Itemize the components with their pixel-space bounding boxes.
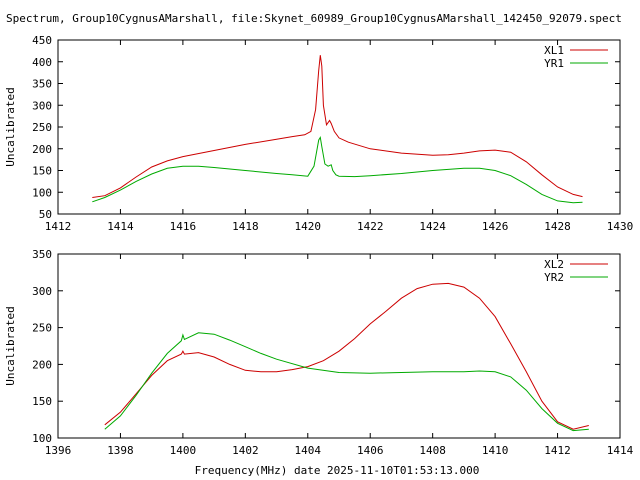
chart-title: Spectrum, Group10CygnusAMarshall, file:S…: [6, 12, 622, 25]
y-tick-label: 200: [32, 358, 52, 371]
x-axis-label: Frequency(MHz) date 2025-11-10T01:53:13.…: [195, 464, 480, 477]
x-tick-label: 1408: [419, 444, 446, 457]
x-tick-label: 1412: [45, 220, 72, 233]
y-tick-label: 350: [32, 78, 52, 91]
y-tick-label: 50: [39, 208, 52, 221]
x-tick-label: 1420: [295, 220, 322, 233]
y-tick-label: 250: [32, 322, 52, 335]
y-tick-label: 150: [32, 165, 52, 178]
x-tick-label: 1424: [419, 220, 446, 233]
x-tick-label: 1416: [170, 220, 197, 233]
y-tick-label: 300: [32, 99, 52, 112]
x-tick-label: 1398: [107, 444, 134, 457]
legend-label-yr1: YR1: [544, 57, 564, 70]
y-tick-label: 400: [32, 56, 52, 69]
y-axis-label: Uncalibrated: [4, 87, 17, 166]
x-tick-label: 1402: [232, 444, 259, 457]
y-tick-label: 100: [32, 432, 52, 445]
plot-frame: [57, 253, 621, 439]
x-tick-label: 1414: [607, 444, 634, 457]
x-tick-label: 1430: [607, 220, 634, 233]
x-tick-label: 1406: [357, 444, 384, 457]
x-tick-label: 1428: [544, 220, 571, 233]
lower-spectrum-plot: 1396 1398 1400 1402 1404 1406 1408 1410 1412 1414…: [4, 248, 634, 457]
x-tick-label: 1422: [357, 220, 384, 233]
x-tick-label: 1426: [482, 220, 509, 233]
x-tick-label: 1400: [170, 444, 197, 457]
x-tick-label: 1404: [295, 444, 322, 457]
y-axis-label: Uncalibrated: [4, 306, 17, 385]
x-tick-label: 1418: [232, 220, 259, 233]
series-line-xl1: [92, 55, 583, 198]
plot-frame: [57, 39, 621, 215]
legend-label-xl2: XL2: [544, 258, 564, 271]
x-tick-label: 1396: [45, 444, 72, 457]
y-tick-label: 150: [32, 395, 52, 408]
x-tick-label: 1412: [544, 444, 571, 457]
y-tick-label: 300: [32, 285, 52, 298]
y-tick-label: 350: [32, 248, 52, 261]
x-tick-label: 1410: [482, 444, 509, 457]
y-tick-label: 100: [32, 186, 52, 199]
series-line-yr2: [104, 332, 589, 432]
legend-label-yr2: YR2: [544, 271, 564, 284]
legend-label-xl1: XL1: [544, 44, 564, 57]
upper-spectrum-plot: 1412 1414 1416 1418 1420 1422 1424 1426 1428 1430…: [4, 34, 633, 233]
x-tick-label: 1414: [107, 220, 134, 233]
y-tick-label: 200: [32, 143, 52, 156]
series-line-yr1: [92, 135, 583, 204]
y-tick-label: 450: [32, 34, 52, 47]
series-line-xl2: [104, 282, 589, 430]
y-tick-label: 250: [32, 121, 52, 134]
